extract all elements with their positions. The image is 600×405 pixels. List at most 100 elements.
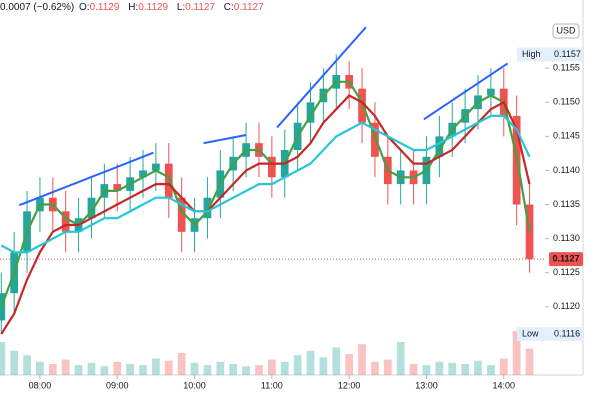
volume-bar: [332, 347, 341, 375]
volume-bar: [383, 359, 392, 375]
last-price-value: 0.1127: [552, 253, 579, 263]
volume-bar: [61, 359, 70, 375]
volume-bar: [293, 355, 302, 375]
volume-bar: [190, 362, 199, 375]
candle-body: [435, 136, 444, 157]
y-tick-label: 0.1145: [553, 131, 580, 141]
volume-bar: [139, 365, 147, 375]
volume-bar: [74, 365, 83, 375]
currency-box: [552, 23, 580, 39]
trend-line: [18, 151, 154, 207]
price-tag-value: 0.1116: [554, 328, 580, 338]
volume-bar: [499, 358, 508, 375]
ohlc-label: C:: [223, 2, 234, 13]
volume-bar: [0, 342, 6, 375]
candle-body: [267, 156, 276, 178]
volume-bar: [255, 365, 263, 375]
candle-body: [152, 163, 160, 171]
trend-line: [276, 26, 367, 129]
candle-body: [87, 197, 96, 219]
x-tick-label: 11:00: [261, 380, 283, 390]
ohlc-value: 0.1129: [138, 2, 169, 13]
volume-bar: [358, 344, 366, 375]
x-tick-label: 09:00: [106, 380, 129, 390]
volume-bar: [409, 364, 418, 375]
candle-body: [525, 204, 534, 260]
volume-bar: [525, 348, 534, 375]
volume-bar: [422, 365, 431, 375]
y-tick-label: 0.1150: [553, 97, 580, 107]
volume-bar: [512, 331, 521, 375]
volume-bar: [152, 358, 160, 375]
volume-bar: [164, 360, 173, 375]
volume-bar: [113, 361, 122, 375]
ohlc-value: 0.1129: [89, 2, 120, 13]
price-tag-bg: [517, 327, 583, 342]
y-tick-label: 0.1135: [553, 199, 580, 209]
moving-average: [0, 114, 531, 254]
volume-bar: [461, 364, 469, 375]
x-tick-label: 10:00: [183, 380, 206, 390]
y-tick-label: 0.1155: [553, 63, 580, 73]
volume-bar: [100, 366, 109, 375]
volume-bar: [36, 361, 44, 375]
volume-bar: [10, 350, 19, 375]
candle-body: [0, 293, 6, 321]
ohlc-value: 0.1127: [185, 2, 215, 13]
x-tick-label: 08:00: [29, 380, 52, 390]
volume-bar: [306, 350, 315, 375]
volume-bar: [435, 361, 444, 375]
y-tick-label: 0.1130: [553, 233, 580, 243]
change: 0.0007 (−0.62%): [0, 2, 75, 13]
ohlc-label: O:: [79, 2, 90, 13]
ohlc-label: L:: [176, 2, 186, 13]
candle-body: [306, 102, 315, 123]
x-tick-label: 14:00: [493, 380, 516, 390]
candle-body: [139, 170, 147, 178]
volume-bar: [371, 361, 379, 375]
price-tag-bg: [517, 47, 583, 62]
moving-average: [0, 94, 531, 335]
y-tick-label: 0.1125: [553, 267, 580, 277]
ohlc-value: 0.1127: [233, 2, 264, 13]
trend-line: [423, 62, 509, 121]
x-tick-label: 13:00: [415, 380, 438, 390]
candle-body: [358, 88, 366, 123]
volume-bar: [396, 342, 405, 375]
volume-bar: [229, 364, 238, 375]
volume-bar: [345, 354, 354, 375]
candle-body: [371, 122, 379, 157]
volume-bar: [126, 364, 134, 375]
volume-bar: [203, 365, 212, 375]
volume-bar: [242, 366, 250, 375]
candle-body: [164, 163, 173, 198]
ohlc-header: 0.0007 (−0.62%) O:0.1129 H:0.1129 L:0.11…: [0, 2, 268, 13]
x-tick-label: 12:00: [338, 380, 361, 390]
volume-bar: [319, 357, 328, 375]
candle-body: [61, 211, 70, 232]
price-tag-label: Low: [522, 328, 539, 338]
volume-bar: [280, 361, 289, 375]
volume-bar: [267, 359, 276, 375]
volume-bar: [487, 365, 495, 375]
volume-bar: [474, 360, 482, 375]
y-tick-label: 0.1120: [553, 301, 580, 311]
volume-bar: [48, 364, 57, 375]
currency-label: USD: [556, 25, 576, 35]
y-tick-label: 0.1140: [553, 165, 580, 175]
volume-bar: [87, 362, 96, 375]
price-tag-label: High: [522, 49, 541, 59]
moving-average: [0, 80, 531, 308]
volume-bar: [177, 353, 186, 375]
candle-body: [177, 197, 186, 232]
trend-line: [203, 134, 247, 145]
candle-body: [487, 88, 495, 96]
volume-bar: [448, 362, 457, 375]
volume-bar: [216, 361, 225, 375]
last-price-tag: [549, 252, 583, 267]
price-tag-value: 0.1157: [554, 49, 581, 59]
candle-body: [203, 197, 212, 219]
candle-body: [113, 184, 122, 191]
ohlc-label: H:: [128, 2, 139, 13]
